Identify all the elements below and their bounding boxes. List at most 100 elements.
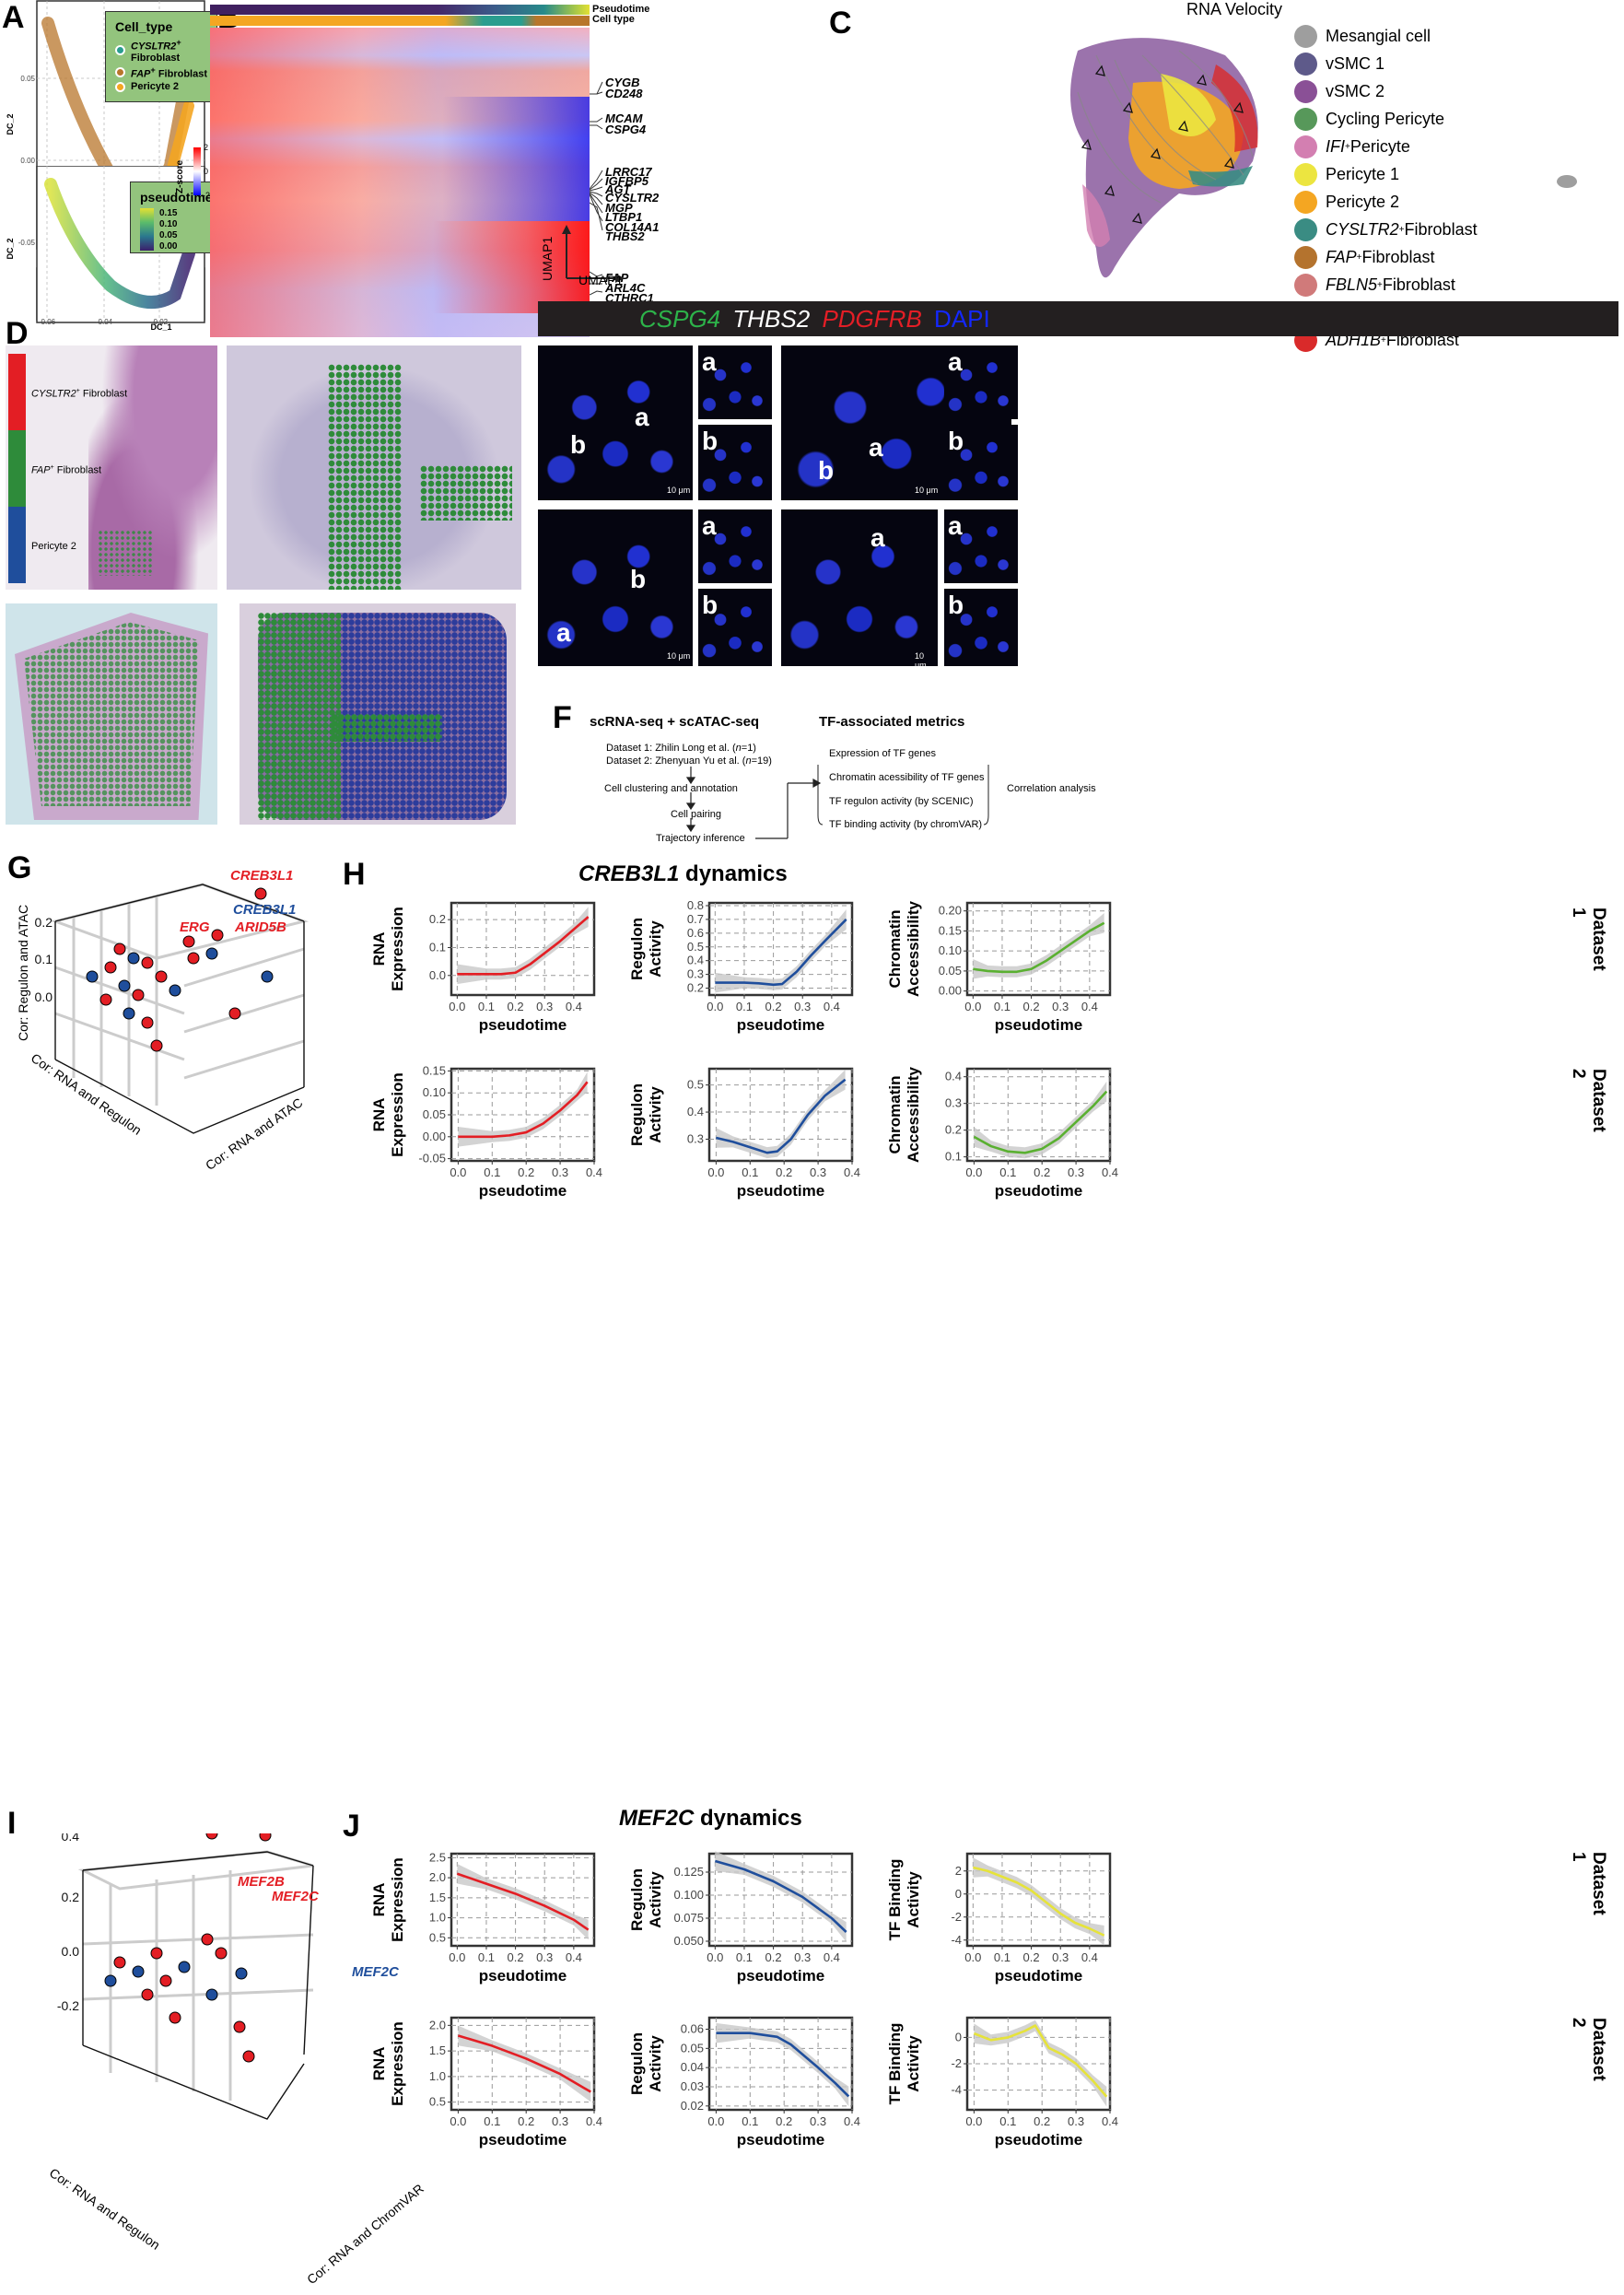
svg-text:0.3: 0.3	[687, 1131, 704, 1145]
svg-text:0: 0	[955, 1887, 962, 1901]
svg-text:0.1: 0.1	[736, 1000, 753, 1013]
svg-text:TF Binding: TF Binding	[886, 1859, 904, 1941]
svg-text:2: 2	[955, 1864, 962, 1878]
fish-image-1-main: a b 10 μm	[538, 345, 693, 500]
svg-text:0.1: 0.1	[484, 2114, 500, 2128]
svg-text:0.4: 0.4	[1081, 1950, 1098, 1964]
gene-annotation: MEF2C	[352, 1964, 399, 1980]
umap-y-label: UMAP1	[540, 236, 555, 281]
svg-text:Chromatin: Chromatin	[886, 1076, 904, 1154]
svg-text:Regulon: Regulon	[628, 2032, 646, 2095]
svg-text:0.1: 0.1	[994, 1000, 1011, 1013]
svg-text:0.15: 0.15	[423, 1063, 446, 1077]
h-row-label-1: Dataset 1	[1569, 907, 1608, 971]
svg-text:0.1: 0.1	[994, 1950, 1011, 1964]
svg-text:0.00: 0.00	[423, 1130, 446, 1143]
svg-text:0.00: 0.00	[939, 984, 962, 998]
panel-label-f: F	[553, 700, 572, 735]
umap-axes-icon	[562, 225, 625, 283]
fish-image-4-inset-a: a	[944, 509, 1018, 583]
svg-text:0.0: 0.0	[35, 989, 53, 1004]
svg-text:Expression: Expression	[389, 2021, 406, 2106]
spatial-section-3	[6, 603, 217, 825]
legend-item: CYSLTR2 + Fibroblast	[1294, 216, 1478, 243]
panel-label-d: D	[6, 316, 29, 351]
svg-text:0.03: 0.03	[681, 2079, 704, 2093]
svg-text:0.3: 0.3	[1052, 1950, 1069, 1964]
i-y-label: Cor: RNA and ChromVAR	[304, 2181, 426, 2288]
line-chart-H-d2-rna: 0.0 0.1 0.2 0.3 0.4 -0.05 0.00 0.05 0.10 0.15 pseu…	[370, 1063, 602, 1200]
line-chart-J-d2-rna: 0.0 0.1 0.2 0.3 0.4 0.5 1.0 1.5 2.0 pseudotime RNA…	[370, 2016, 602, 2149]
svg-text:0.10: 0.10	[939, 943, 962, 957]
pseudotime-legend: pseudotime 0.15 0.10 0.05 0.00	[130, 181, 215, 253]
svg-text:0.4: 0.4	[586, 1165, 602, 1179]
gene-annotation: MEF2C	[272, 1889, 319, 1904]
svg-text:0.0: 0.0	[450, 1165, 466, 1179]
svg-text:0.0: 0.0	[965, 1165, 982, 1179]
fish-image-3-inset-a: a	[698, 509, 772, 583]
svg-text:0: 0	[955, 2030, 962, 2043]
svg-text:pseudotime: pseudotime	[737, 1016, 824, 1034]
svg-text:0.0: 0.0	[964, 1000, 981, 1013]
svg-text:0.3: 0.3	[552, 2114, 568, 2128]
annotation-label-pseudotime: Pseudotime	[592, 4, 650, 15]
svg-text:Activity: Activity	[647, 2035, 664, 2092]
svg-text:Expression: Expression	[389, 1072, 406, 1157]
spatial-section-4	[240, 603, 516, 825]
svg-text:0.2: 0.2	[945, 1123, 962, 1137]
legend-item: Pericyte 1	[1294, 160, 1478, 188]
legend-bar-fap	[8, 430, 26, 507]
svg-text:0.050: 0.050	[673, 1934, 704, 1948]
svg-text:Activity: Activity	[647, 1871, 664, 1928]
svg-text:RNA: RNA	[370, 932, 388, 966]
svg-text:Activity: Activity	[905, 2035, 922, 2092]
svg-text:0.2: 0.2	[687, 981, 704, 995]
svg-text:1.0: 1.0	[429, 1911, 446, 1925]
svg-text:0.20: 0.20	[939, 904, 962, 918]
svg-text:0.1: 0.1	[999, 2114, 1016, 2128]
svg-text:0.3: 0.3	[810, 2114, 826, 2128]
svg-text:0.1: 0.1	[429, 940, 446, 954]
svg-text:0.02: 0.02	[681, 2099, 704, 2113]
legend-item: Mesangial cell	[1294, 22, 1478, 50]
legend-item: FAP + Fibroblast	[1294, 243, 1478, 271]
gene-label: CYSLTR2	[605, 191, 660, 205]
i-x-label: Cor: RNA and Regulon	[46, 2165, 163, 2253]
panel-label-c: C	[829, 6, 852, 41]
line-chart-J-d2-tf: 0.0 0.1 0.2 0.3 0.4 -4 -2 0 pseudotime TF Binding…	[886, 2016, 1118, 2149]
annotation-label-celltype: Cell type	[592, 14, 635, 25]
svg-text:0.2: 0.2	[508, 1000, 524, 1013]
gene-annotation: CREB3L1	[233, 902, 297, 918]
gene-label: MGP	[605, 201, 633, 215]
workflow-step: Trajectory inference	[656, 833, 745, 844]
fish-image-3-inset-b: b	[698, 589, 772, 666]
svg-text:0.4: 0.4	[945, 1070, 962, 1083]
legend-item-cysltr2: CYSLTR2+ Fibroblast	[115, 38, 207, 64]
svg-text:-0.02: -0.02	[151, 318, 169, 326]
legend-item: Cycling Pericyte	[1294, 105, 1478, 133]
svg-text:DC_2: DC_2	[6, 113, 15, 135]
h-row-label-2: Dataset 2	[1569, 1069, 1608, 1132]
svg-text:pseudotime: pseudotime	[737, 1967, 824, 1985]
svg-text:0.4: 0.4	[824, 1000, 840, 1013]
svg-text:-4: -4	[951, 1933, 962, 1947]
svg-text:0.15: 0.15	[939, 923, 962, 937]
gene-annotation: ARID5B	[235, 919, 286, 935]
svg-text:pseudotime: pseudotime	[995, 2131, 1082, 2149]
legend-bar-pericyte2	[8, 507, 26, 583]
line-chart-J-d1-regulon: 0.0 0.1 0.2 0.3 0.4 0.050 0.075 0.100 0.125 pseud…	[628, 1851, 854, 1985]
svg-text:0.2: 0.2	[518, 2114, 534, 2128]
tf-metric: TF binding activity (by chromVAR)	[829, 819, 983, 830]
workflow-arrows	[685, 765, 989, 839]
svg-text:0.2: 0.2	[1034, 2114, 1050, 2128]
legend-item: Pericyte 2	[1294, 188, 1478, 216]
svg-text:0.00: 0.00	[20, 157, 35, 165]
svg-text:RNA: RNA	[370, 2047, 388, 2081]
pseudotime-annotation-bar	[210, 5, 590, 15]
gene-label: AGT	[605, 182, 631, 196]
svg-text:0.05: 0.05	[681, 2041, 704, 2055]
j-row-label-1: Dataset 1	[1569, 1852, 1608, 1915]
gene-label: CYGB	[605, 76, 640, 89]
svg-text:0.0: 0.0	[707, 1950, 723, 1964]
svg-text:DC_2: DC_2	[6, 238, 15, 259]
